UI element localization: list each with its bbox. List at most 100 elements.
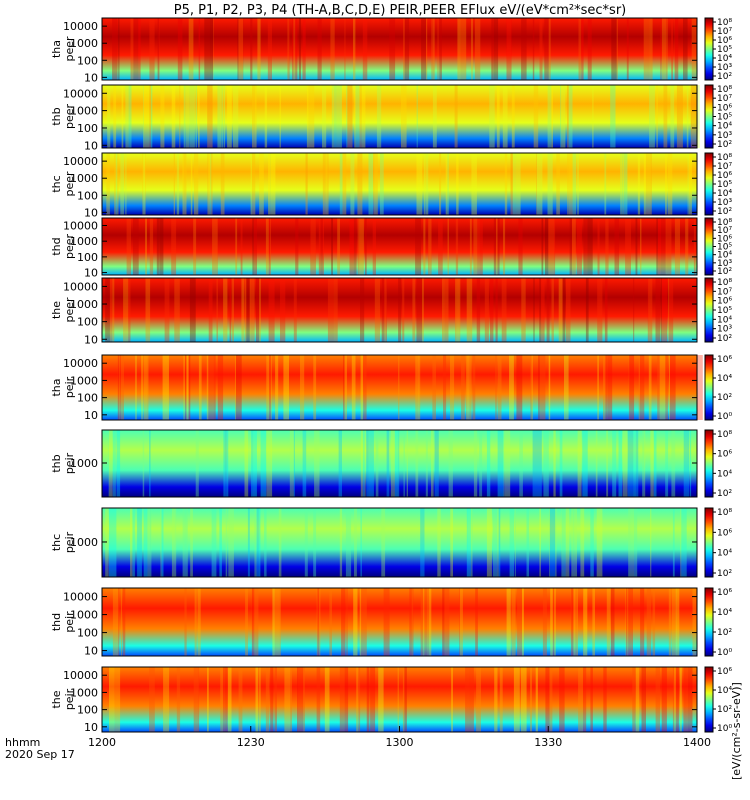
colorbar-tick-label: 10⁴ <box>717 469 732 479</box>
panel-species-label: peer <box>63 36 76 62</box>
y-tick-label: 100 <box>77 627 98 640</box>
y-tick-label: 1000 <box>70 609 98 622</box>
panel-frame <box>101 277 698 343</box>
panel-species-label: peir <box>63 531 76 553</box>
colorbar <box>704 429 714 498</box>
chart-title: P5, P1, P2, P3, P4 (TH-A,B,C,D,E) PEIR,P… <box>174 3 627 18</box>
colorbar-tick-label: 10⁶ <box>717 588 732 598</box>
colorbar-tick-label: 10⁸ <box>717 18 732 28</box>
spectrogram-texture <box>126 218 696 275</box>
colorbar-tick-label: 10³ <box>717 131 732 141</box>
colorbar-tick-label: 10⁵ <box>717 45 732 55</box>
y-tick-label: 10000 <box>63 219 98 232</box>
y-tick-label: 100 <box>77 316 98 329</box>
panel-thc-peir: 1000 thc peir 10² 10⁴ 10⁶ 10⁸ <box>50 507 732 579</box>
colorbar-tick-label: 10⁴ <box>717 54 732 64</box>
colorbar-tick-label: 10⁸ <box>717 278 732 288</box>
colorbar-tick-label: 10⁰ <box>717 648 732 658</box>
y-tick-label: 10 <box>84 139 98 152</box>
colorbar-tick-label: 10⁶ <box>717 450 732 460</box>
panel-probe-label: the <box>50 690 63 708</box>
colorbar-tick-label: 10² <box>717 628 732 638</box>
colorbar-tick-label: 10⁸ <box>717 153 732 163</box>
colorbar-units-label: [eV/(cm²-s-sr-eV)] <box>730 682 743 780</box>
x-tick-label: 1400 <box>683 736 711 749</box>
colorbar-tick-label: 10³ <box>717 259 732 269</box>
y-tick-label: 10000 <box>63 280 98 293</box>
colorbar-tick-label: 10⁶ <box>717 171 732 181</box>
spectrogram-image <box>102 588 697 656</box>
x-tick-label: 1200 <box>88 736 116 749</box>
spectrogram-texture <box>108 430 692 497</box>
spectrogram-texture <box>112 588 697 656</box>
y-tick-label: 1000 <box>70 686 98 699</box>
y-tick-label: 10 <box>84 409 98 422</box>
y-tick-label: 10 <box>84 206 98 219</box>
panel-species-label: peer <box>63 171 76 197</box>
panel-species-label: peer <box>63 297 76 323</box>
spectrogram-image <box>102 430 697 497</box>
spectrogram-image <box>102 153 697 215</box>
y-tick-label: 10 <box>84 71 98 84</box>
y-tick-label: 100 <box>77 189 98 202</box>
colorbar-tick-label: 10⁴ <box>717 251 732 261</box>
colorbar-tick-label: 10⁶ <box>717 528 732 538</box>
panel-probe-label: tha <box>50 40 63 58</box>
colorbar-tick-label: 10² <box>717 207 732 217</box>
panel-probe-label: thb <box>50 454 63 472</box>
colorbar <box>704 152 714 216</box>
spectrogram-image <box>102 355 697 420</box>
colorbar-tick-label: 10⁶ <box>717 297 732 307</box>
y-tick-label: 100 <box>77 251 98 264</box>
colorbar-tick-label: 10⁴ <box>717 315 732 325</box>
y-tick-label: 1000 <box>70 457 98 470</box>
colorbar-tick-label: 10² <box>717 267 732 277</box>
colorbar <box>704 217 714 276</box>
colorbar-tick-label: 10² <box>717 569 732 579</box>
panel-frame <box>101 17 698 81</box>
colorbar-tick-label: 10³ <box>717 198 732 208</box>
spectrogram-image <box>102 508 697 577</box>
y-tick-label: 1000 <box>70 105 98 118</box>
colorbar-tick-label: 10⁶ <box>717 355 732 365</box>
colorbar-tick-label: 10² <box>717 393 732 403</box>
colorbar-tick-label: 10⁷ <box>717 27 732 37</box>
y-tick-label: 10000 <box>63 591 98 604</box>
panel-frame <box>101 587 698 657</box>
panel-probe-label: thc <box>50 534 63 551</box>
panel-frame <box>101 217 698 276</box>
panel-species-label: peir <box>63 452 76 474</box>
panel-probe-label: thc <box>50 175 63 192</box>
colorbar <box>704 277 714 343</box>
panel-frame <box>101 429 698 498</box>
panel-probe-label: the <box>50 301 63 319</box>
colorbar-tick-label: 10⁷ <box>717 287 732 297</box>
y-tick-label: 1000 <box>70 172 98 185</box>
y-tick-label: 1000 <box>70 235 98 248</box>
y-tick-label: 100 <box>77 392 98 405</box>
panel-probe-label: thb <box>50 107 63 125</box>
date-label: 2020 Sep 17 <box>5 748 75 761</box>
panel-thb-peir: 1000 thb peir 10² 10⁴ 10⁶ 10⁸ <box>50 429 732 499</box>
y-tick-label: 1000 <box>70 37 98 50</box>
colorbar-tick-label: 10⁸ <box>717 508 732 518</box>
colorbar-tick-label: 10⁶ <box>717 36 732 46</box>
y-tick-label: 1000 <box>70 374 98 387</box>
y-tick-label: 10 <box>84 333 98 346</box>
panel-frame <box>101 152 698 216</box>
colorbar-tick-label: 10⁸ <box>717 430 732 440</box>
y-tick-label: 10000 <box>63 357 98 370</box>
colorbar-tick-label: 10⁵ <box>717 306 732 316</box>
colorbar-tick-label: 10³ <box>717 63 732 73</box>
panel-species-label: peir <box>63 376 76 398</box>
panel-species-label: peir <box>63 611 76 633</box>
